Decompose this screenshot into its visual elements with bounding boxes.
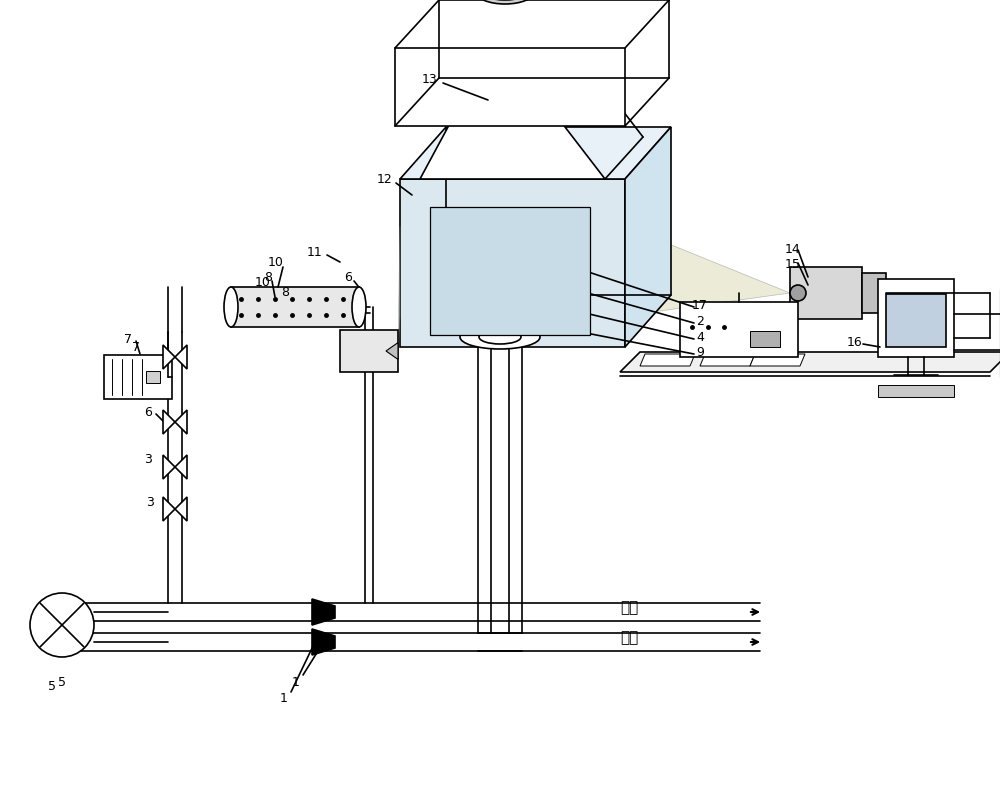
Bar bbox=[146, 371, 160, 383]
Bar bbox=[231, 287, 359, 327]
Text: 16: 16 bbox=[847, 336, 863, 348]
Polygon shape bbox=[750, 354, 805, 366]
Polygon shape bbox=[163, 455, 175, 479]
Text: 1: 1 bbox=[280, 693, 288, 705]
Text: 1: 1 bbox=[292, 676, 300, 689]
Text: 8: 8 bbox=[264, 270, 272, 284]
Bar bbox=[878, 279, 954, 357]
Polygon shape bbox=[312, 599, 335, 625]
Text: 6: 6 bbox=[144, 406, 152, 418]
Ellipse shape bbox=[479, 224, 521, 240]
Bar bbox=[862, 273, 886, 313]
Polygon shape bbox=[175, 410, 187, 434]
Bar bbox=[400, 179, 625, 347]
Polygon shape bbox=[163, 410, 175, 434]
Circle shape bbox=[30, 593, 94, 657]
Bar bbox=[680, 302, 798, 357]
Text: 燃气: 燃气 bbox=[620, 630, 638, 646]
Bar bbox=[750, 331, 780, 347]
Text: 13: 13 bbox=[422, 73, 438, 85]
Ellipse shape bbox=[469, 257, 531, 277]
Polygon shape bbox=[175, 345, 187, 369]
Text: 14: 14 bbox=[785, 242, 801, 256]
Polygon shape bbox=[620, 352, 1000, 372]
Polygon shape bbox=[175, 497, 187, 521]
Text: 12: 12 bbox=[377, 172, 393, 186]
Text: 4: 4 bbox=[696, 331, 704, 344]
Bar bbox=[878, 385, 954, 397]
Polygon shape bbox=[625, 127, 671, 347]
Polygon shape bbox=[420, 114, 605, 179]
Ellipse shape bbox=[224, 287, 238, 327]
Text: 空气: 空气 bbox=[620, 600, 638, 615]
Bar bbox=[104, 355, 172, 399]
Text: 11: 11 bbox=[307, 245, 323, 258]
Text: 7: 7 bbox=[124, 332, 132, 346]
Bar bbox=[430, 207, 590, 335]
Ellipse shape bbox=[479, 330, 521, 344]
Text: 6: 6 bbox=[344, 270, 352, 284]
Ellipse shape bbox=[476, 0, 534, 4]
Polygon shape bbox=[163, 345, 175, 369]
Text: 9: 9 bbox=[696, 346, 704, 359]
Polygon shape bbox=[386, 343, 398, 359]
Polygon shape bbox=[700, 354, 755, 366]
Text: 3: 3 bbox=[144, 453, 152, 465]
Bar bbox=[790, 267, 862, 319]
Polygon shape bbox=[640, 354, 695, 366]
Text: 10: 10 bbox=[255, 276, 271, 289]
Ellipse shape bbox=[460, 325, 540, 349]
Polygon shape bbox=[625, 226, 790, 316]
Bar bbox=[395, 48, 625, 126]
Polygon shape bbox=[175, 455, 187, 479]
Polygon shape bbox=[400, 127, 671, 179]
Polygon shape bbox=[398, 226, 400, 351]
Text: 2: 2 bbox=[696, 315, 704, 328]
Bar bbox=[886, 294, 946, 347]
Text: 7: 7 bbox=[132, 340, 140, 354]
Polygon shape bbox=[312, 629, 335, 655]
Ellipse shape bbox=[352, 287, 366, 327]
Text: 3: 3 bbox=[146, 496, 154, 508]
Polygon shape bbox=[163, 497, 175, 521]
Bar bbox=[340, 330, 398, 372]
Text: 17: 17 bbox=[692, 299, 708, 312]
Text: 15: 15 bbox=[785, 257, 801, 270]
Text: 8: 8 bbox=[281, 285, 289, 299]
Text: 5: 5 bbox=[58, 676, 66, 689]
Text: 10: 10 bbox=[268, 256, 284, 269]
Text: 5: 5 bbox=[48, 681, 56, 693]
Circle shape bbox=[790, 285, 806, 301]
